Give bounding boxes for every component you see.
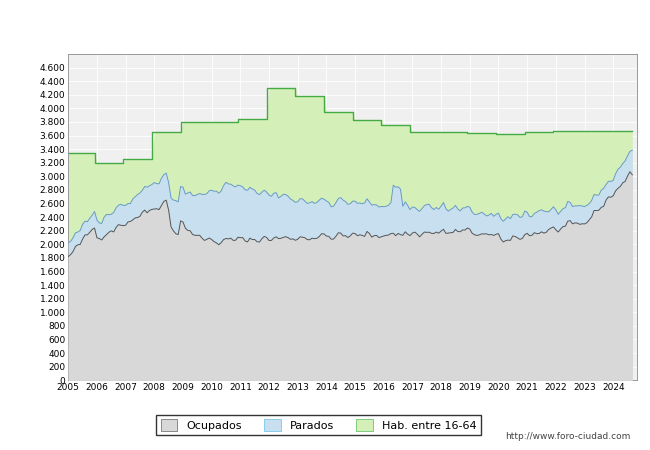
Text: http://www.foro-ciudad.com: http://www.foro-ciudad.com <box>505 432 630 441</box>
Text: Tremp - Evolucion de la poblacion en edad de Trabajar Septiembre de 2024: Tremp - Evolucion de la poblacion en eda… <box>89 17 561 30</box>
Legend: Ocupados, Parados, Hab. entre 16-64: Ocupados, Parados, Hab. entre 16-64 <box>156 415 481 435</box>
